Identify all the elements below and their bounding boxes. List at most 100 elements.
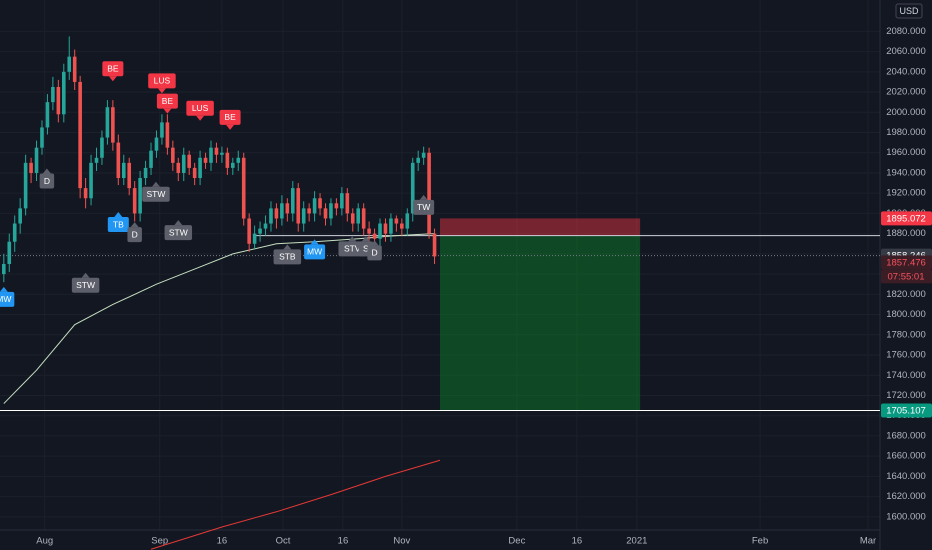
candle-body <box>187 154 191 168</box>
indicator-line <box>150 459 441 550</box>
x-tick-label: 16 <box>572 536 583 547</box>
candle-body <box>405 213 410 229</box>
y-tick-label: 1920.000 <box>886 188 926 199</box>
countdown-label: 07:55:01 <box>888 271 925 282</box>
annotation-text: D <box>44 176 50 186</box>
candle-body <box>105 107 110 138</box>
candle-body <box>12 223 17 242</box>
candle-body <box>181 154 186 173</box>
y-tick-label: 2020.000 <box>886 87 926 98</box>
candle-body <box>176 162 181 173</box>
y-tick-label: 1680.000 <box>886 430 926 441</box>
annotation-text: BE <box>162 96 174 106</box>
annotation-pointer <box>174 220 183 226</box>
annotation-pointer <box>283 244 292 250</box>
candle-body <box>132 188 137 214</box>
candle-body <box>263 223 268 229</box>
candle-body <box>236 157 241 163</box>
annotation-box <box>107 217 129 233</box>
candle-body <box>116 142 121 179</box>
annotation-text: STW <box>76 280 95 290</box>
candle-body <box>154 137 159 151</box>
annotation-pointer <box>361 236 370 242</box>
annotation-pointer <box>0 286 8 292</box>
candle-body <box>67 56 72 72</box>
y-tick-label: 1800.000 <box>886 309 926 320</box>
candle-body <box>121 162 126 179</box>
annotation-box <box>127 227 142 243</box>
candle-body <box>165 122 170 148</box>
candle-body <box>329 203 333 219</box>
last-price-label: 1857.476 <box>886 257 926 268</box>
candle-body <box>94 157 99 163</box>
candle-body <box>274 208 279 219</box>
y-tick-label: 1720.000 <box>886 390 926 401</box>
candle-body <box>285 203 290 214</box>
candle-body <box>2 263 6 275</box>
target-zone <box>440 235 641 411</box>
candle-body <box>367 228 371 234</box>
annotation-text: D <box>372 248 378 258</box>
candle-body <box>149 150 153 168</box>
stop-price-label-bg <box>881 211 932 226</box>
candle-body <box>78 81 82 189</box>
candle-body <box>160 122 164 138</box>
y-tick-label: 1960.000 <box>886 147 926 158</box>
candle-body <box>269 208 273 224</box>
candle-body <box>400 223 404 229</box>
candle-body <box>89 162 93 199</box>
annotation-box <box>142 186 170 202</box>
annotation-pointer <box>108 76 117 82</box>
annotation-box <box>39 173 55 189</box>
candle-body <box>312 198 317 214</box>
candle-body <box>241 157 246 219</box>
candle-body <box>138 178 142 214</box>
annotation-text: MW <box>0 294 11 304</box>
countdown-label-bg <box>881 269 932 284</box>
annotation-text: STB <box>279 252 296 262</box>
y-tick-label: 1640.000 <box>886 471 926 482</box>
annotation-box <box>367 245 382 261</box>
candle-body <box>18 208 22 224</box>
x-tick-label: 16 <box>338 536 349 547</box>
candle-body <box>372 233 377 239</box>
candle-body <box>301 208 306 224</box>
last-price-label-bg <box>881 255 932 270</box>
candle-body <box>432 233 437 257</box>
x-tick-label: Feb <box>752 536 768 547</box>
currency-button <box>895 3 923 19</box>
annotation-box <box>102 61 124 77</box>
y-tick-label: 1980.000 <box>886 127 926 138</box>
target-price-label-bg <box>881 403 932 418</box>
candle-body <box>394 218 399 224</box>
stop-price-label: 1895.072 <box>886 213 926 224</box>
y-tick-label: 1740.000 <box>886 370 926 381</box>
y-tick-label: 1760.000 <box>886 350 926 361</box>
annotation-text: MW <box>307 247 322 257</box>
annotation-text: BE <box>224 112 236 122</box>
candle-body <box>220 152 224 155</box>
annotation-pointer <box>157 88 166 94</box>
annotation-pointer <box>196 115 205 121</box>
candle-body <box>171 147 175 163</box>
annotation-pointer <box>163 108 172 114</box>
candle-body <box>252 233 257 244</box>
y-tick-label: 2000.000 <box>886 107 926 118</box>
candle-body <box>345 193 350 214</box>
candle-body <box>23 162 28 209</box>
annotation-pointer <box>419 194 428 200</box>
target-price-label: 1705.107 <box>886 406 926 417</box>
stop-zone <box>440 218 641 236</box>
candle-body <box>340 193 344 209</box>
y-tick-label: 1600.000 <box>886 511 926 522</box>
candle-body <box>34 147 39 173</box>
candle-body <box>389 218 393 234</box>
annotation-pointer <box>348 236 357 242</box>
candle-body <box>143 167 148 179</box>
annotation-text: TB <box>113 219 124 229</box>
currency-label: USD <box>899 6 919 16</box>
candle-body <box>7 241 12 264</box>
candle-body <box>290 188 295 214</box>
